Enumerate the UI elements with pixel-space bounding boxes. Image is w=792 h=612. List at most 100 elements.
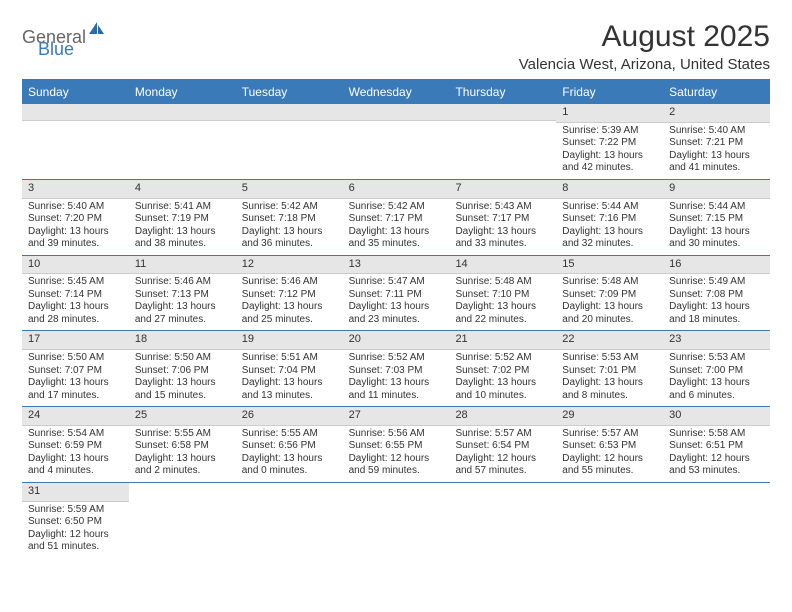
sunset-text: Sunset: 7:02 PM bbox=[455, 365, 550, 378]
day-number: 26 bbox=[236, 407, 343, 426]
day-details: Sunrise: 5:49 AMSunset: 7:08 PMDaylight:… bbox=[663, 274, 770, 330]
sunset-text: Sunset: 7:18 PM bbox=[242, 213, 337, 226]
page-header: General August 2025 Valencia West, Arizo… bbox=[22, 20, 770, 73]
title-block: August 2025 Valencia West, Arizona, Unit… bbox=[519, 20, 770, 73]
empty-daynum bbox=[236, 104, 343, 121]
sunrise-text: Sunrise: 5:56 AM bbox=[349, 428, 444, 441]
empty-daynum bbox=[343, 104, 450, 121]
day-number: 9 bbox=[663, 180, 770, 199]
sunset-text: Sunset: 7:09 PM bbox=[562, 289, 657, 302]
logo-sail-icon bbox=[87, 20, 107, 41]
sunrise-text: Sunrise: 5:48 AM bbox=[455, 276, 550, 289]
day-number: 16 bbox=[663, 256, 770, 275]
day-cell: 9Sunrise: 5:44 AMSunset: 7:15 PMDaylight… bbox=[663, 180, 770, 255]
day-details: Sunrise: 5:48 AMSunset: 7:10 PMDaylight:… bbox=[449, 274, 556, 330]
day-cell: 21Sunrise: 5:52 AMSunset: 7:02 PMDayligh… bbox=[449, 331, 556, 406]
day-details: Sunrise: 5:50 AMSunset: 7:06 PMDaylight:… bbox=[129, 350, 236, 406]
daylight-text: Daylight: 13 hours and 20 minutes. bbox=[562, 301, 657, 326]
daylight-text: Daylight: 13 hours and 39 minutes. bbox=[28, 226, 123, 251]
day-number: 4 bbox=[129, 180, 236, 199]
week-row: 24Sunrise: 5:54 AMSunset: 6:59 PMDayligh… bbox=[22, 407, 770, 483]
day-details: Sunrise: 5:41 AMSunset: 7:19 PMDaylight:… bbox=[129, 199, 236, 255]
daylight-text: Daylight: 13 hours and 36 minutes. bbox=[242, 226, 337, 251]
sunrise-text: Sunrise: 5:49 AM bbox=[669, 276, 764, 289]
day-number: 22 bbox=[556, 331, 663, 350]
daylight-text: Daylight: 13 hours and 25 minutes. bbox=[242, 301, 337, 326]
day-details: Sunrise: 5:40 AMSunset: 7:20 PMDaylight:… bbox=[22, 199, 129, 255]
daylight-text: Daylight: 13 hours and 10 minutes. bbox=[455, 377, 550, 402]
day-cell: 6Sunrise: 5:42 AMSunset: 7:17 PMDaylight… bbox=[343, 180, 450, 255]
sunset-text: Sunset: 7:03 PM bbox=[349, 365, 444, 378]
day-details: Sunrise: 5:47 AMSunset: 7:11 PMDaylight:… bbox=[343, 274, 450, 330]
calendar-page: General August 2025 Valencia West, Arizo… bbox=[0, 0, 792, 578]
sunrise-text: Sunrise: 5:48 AM bbox=[562, 276, 657, 289]
sunset-text: Sunset: 7:10 PM bbox=[455, 289, 550, 302]
day-details: Sunrise: 5:59 AMSunset: 6:50 PMDaylight:… bbox=[22, 502, 129, 558]
daylight-text: Daylight: 13 hours and 4 minutes. bbox=[28, 453, 123, 478]
sunset-text: Sunset: 7:13 PM bbox=[135, 289, 230, 302]
day-header-cell: Monday bbox=[129, 80, 236, 104]
sunset-text: Sunset: 7:07 PM bbox=[28, 365, 123, 378]
sunrise-text: Sunrise: 5:46 AM bbox=[135, 276, 230, 289]
sunrise-text: Sunrise: 5:44 AM bbox=[669, 201, 764, 214]
day-number: 1 bbox=[556, 104, 663, 123]
sunset-text: Sunset: 7:01 PM bbox=[562, 365, 657, 378]
sunset-text: Sunset: 7:17 PM bbox=[455, 213, 550, 226]
sunrise-text: Sunrise: 5:54 AM bbox=[28, 428, 123, 441]
sunrise-text: Sunrise: 5:53 AM bbox=[562, 352, 657, 365]
sunset-text: Sunset: 6:56 PM bbox=[242, 440, 337, 453]
sunrise-text: Sunrise: 5:57 AM bbox=[562, 428, 657, 441]
sunrise-text: Sunrise: 5:39 AM bbox=[562, 125, 657, 138]
day-cell bbox=[129, 483, 236, 558]
daylight-text: Daylight: 13 hours and 8 minutes. bbox=[562, 377, 657, 402]
sunrise-text: Sunrise: 5:51 AM bbox=[242, 352, 337, 365]
day-cell bbox=[663, 483, 770, 558]
sunrise-text: Sunrise: 5:52 AM bbox=[455, 352, 550, 365]
day-number: 6 bbox=[343, 180, 450, 199]
day-header-cell: Friday bbox=[556, 80, 663, 104]
daylight-text: Daylight: 13 hours and 6 minutes. bbox=[669, 377, 764, 402]
daylight-text: Daylight: 13 hours and 22 minutes. bbox=[455, 301, 550, 326]
day-number: 14 bbox=[449, 256, 556, 275]
day-number: 25 bbox=[129, 407, 236, 426]
day-number: 23 bbox=[663, 331, 770, 350]
day-details: Sunrise: 5:45 AMSunset: 7:14 PMDaylight:… bbox=[22, 274, 129, 330]
day-number: 18 bbox=[129, 331, 236, 350]
daylight-text: Daylight: 13 hours and 15 minutes. bbox=[135, 377, 230, 402]
day-cell bbox=[236, 104, 343, 179]
day-details: Sunrise: 5:58 AMSunset: 6:51 PMDaylight:… bbox=[663, 426, 770, 482]
daylight-text: Daylight: 12 hours and 59 minutes. bbox=[349, 453, 444, 478]
sunset-text: Sunset: 7:21 PM bbox=[669, 137, 764, 150]
sunset-text: Sunset: 6:50 PM bbox=[28, 516, 123, 529]
calendar-grid: SundayMondayTuesdayWednesdayThursdayFrid… bbox=[22, 79, 770, 558]
week-row: 1Sunrise: 5:39 AMSunset: 7:22 PMDaylight… bbox=[22, 104, 770, 180]
day-details: Sunrise: 5:53 AMSunset: 7:00 PMDaylight:… bbox=[663, 350, 770, 406]
daylight-text: Daylight: 13 hours and 38 minutes. bbox=[135, 226, 230, 251]
day-number: 13 bbox=[343, 256, 450, 275]
day-cell: 10Sunrise: 5:45 AMSunset: 7:14 PMDayligh… bbox=[22, 256, 129, 331]
day-cell bbox=[449, 483, 556, 558]
day-cell: 30Sunrise: 5:58 AMSunset: 6:51 PMDayligh… bbox=[663, 407, 770, 482]
week-row: 3Sunrise: 5:40 AMSunset: 7:20 PMDaylight… bbox=[22, 180, 770, 256]
day-cell: 15Sunrise: 5:48 AMSunset: 7:09 PMDayligh… bbox=[556, 256, 663, 331]
day-details: Sunrise: 5:52 AMSunset: 7:02 PMDaylight:… bbox=[449, 350, 556, 406]
daylight-text: Daylight: 12 hours and 53 minutes. bbox=[669, 453, 764, 478]
sunset-text: Sunset: 7:04 PM bbox=[242, 365, 337, 378]
day-cell: 7Sunrise: 5:43 AMSunset: 7:17 PMDaylight… bbox=[449, 180, 556, 255]
sunrise-text: Sunrise: 5:44 AM bbox=[562, 201, 657, 214]
day-details: Sunrise: 5:54 AMSunset: 6:59 PMDaylight:… bbox=[22, 426, 129, 482]
sunset-text: Sunset: 6:51 PM bbox=[669, 440, 764, 453]
daylight-text: Daylight: 13 hours and 11 minutes. bbox=[349, 377, 444, 402]
day-details: Sunrise: 5:42 AMSunset: 7:17 PMDaylight:… bbox=[343, 199, 450, 255]
day-cell: 25Sunrise: 5:55 AMSunset: 6:58 PMDayligh… bbox=[129, 407, 236, 482]
daylight-text: Daylight: 13 hours and 13 minutes. bbox=[242, 377, 337, 402]
day-header-cell: Thursday bbox=[449, 80, 556, 104]
sunset-text: Sunset: 7:00 PM bbox=[669, 365, 764, 378]
day-cell: 13Sunrise: 5:47 AMSunset: 7:11 PMDayligh… bbox=[343, 256, 450, 331]
day-details: Sunrise: 5:50 AMSunset: 7:07 PMDaylight:… bbox=[22, 350, 129, 406]
sunrise-text: Sunrise: 5:59 AM bbox=[28, 504, 123, 517]
daylight-text: Daylight: 13 hours and 35 minutes. bbox=[349, 226, 444, 251]
day-number: 12 bbox=[236, 256, 343, 275]
day-cell: 27Sunrise: 5:56 AMSunset: 6:55 PMDayligh… bbox=[343, 407, 450, 482]
sunrise-text: Sunrise: 5:50 AM bbox=[135, 352, 230, 365]
